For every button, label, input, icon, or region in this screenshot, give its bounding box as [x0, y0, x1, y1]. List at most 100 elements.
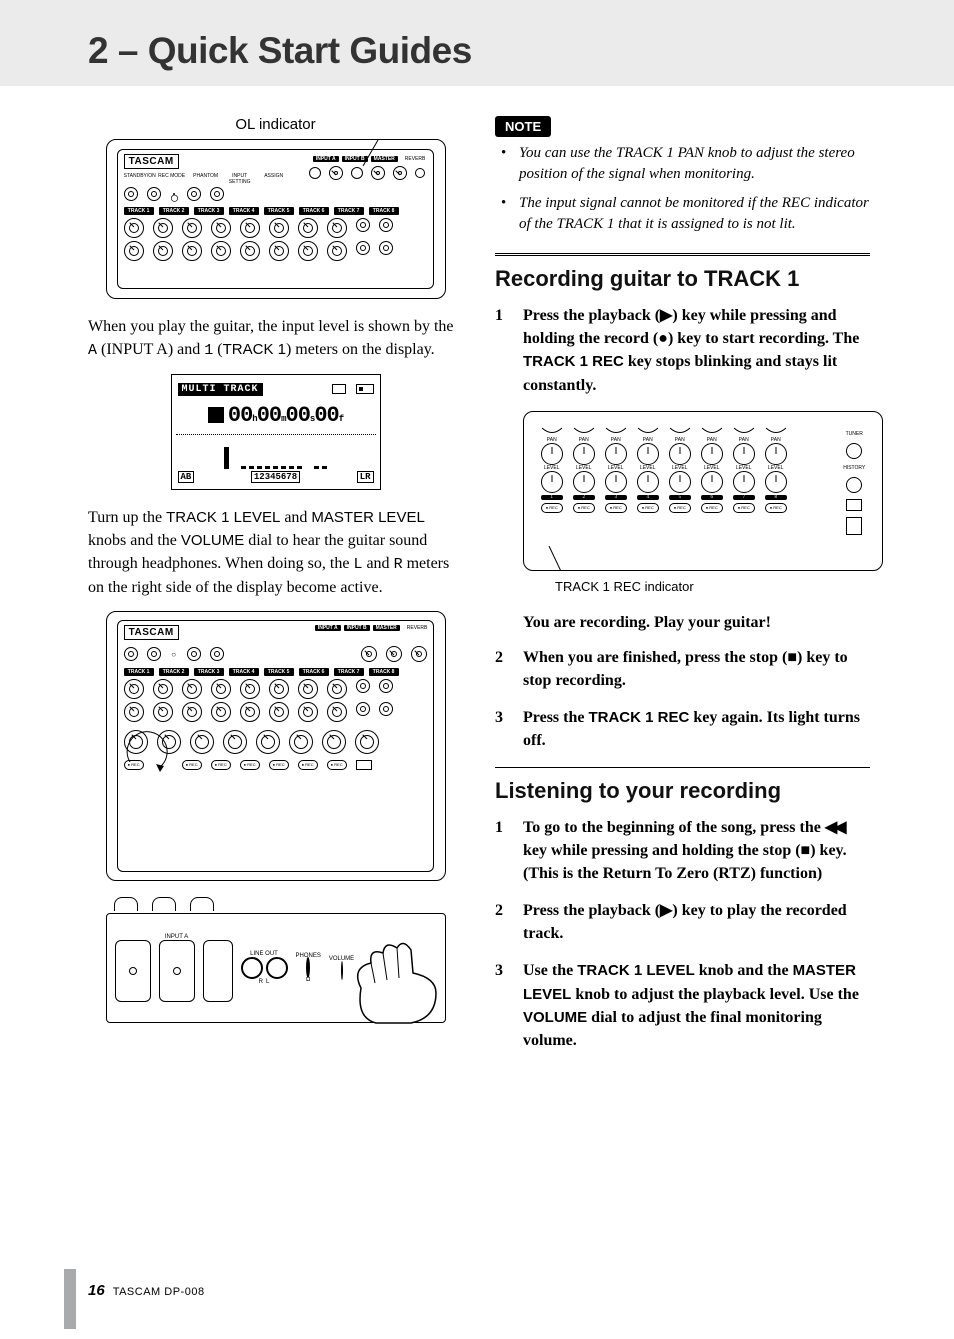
section-rule — [495, 767, 870, 768]
reverb-knob — [211, 218, 231, 238]
rec-button: ● REC — [765, 503, 787, 513]
reverb-knob — [211, 679, 231, 699]
pan-knob — [211, 241, 231, 261]
ol-indicator-caption: OL indicator — [88, 116, 463, 133]
listen-step-3: 3 Use the TRACK 1 LEVEL knob and the MAS… — [495, 959, 870, 1052]
jack-top-icon — [190, 897, 214, 911]
sans-volume: VOLUME — [181, 532, 244, 549]
reverb-knob — [240, 218, 260, 238]
ol-led-icon — [309, 167, 321, 179]
recording-steps-cont: 2 When you are finished, press the stop … — [495, 646, 870, 753]
track-chip: 6 — [701, 495, 723, 500]
device-brand: TASCAM — [124, 154, 179, 169]
input-a-jack — [159, 940, 195, 1002]
track-chip: TRACK 3 — [194, 668, 224, 676]
assign-button — [210, 187, 224, 201]
rear-panel-illustration: x INPUT A LINE OUT — [106, 897, 446, 1023]
rec-button: ● REC — [669, 503, 691, 513]
step-number: 2 — [495, 646, 509, 692]
t-h: 00 — [228, 403, 252, 428]
track-chip: TRACK 8 — [369, 668, 399, 676]
hand-pointing-icon — [341, 938, 451, 1028]
pan-knob — [637, 443, 659, 465]
level-knob — [541, 471, 563, 493]
section-title-recording: Recording guitar to TRACK 1 — [495, 266, 870, 292]
history-button — [846, 477, 862, 493]
reverb-knob — [182, 679, 202, 699]
reverb-knob — [182, 218, 202, 238]
step-body: Press the playback (▶) key while pressin… — [523, 304, 870, 397]
phones-jack — [306, 957, 310, 978]
level-knob — [573, 471, 595, 493]
lcd-tracks: 12345678 — [251, 471, 300, 483]
lcd-meters — [178, 441, 374, 469]
stop-icon: ■ — [801, 842, 811, 859]
label-assign: ASSIGN — [260, 173, 288, 185]
step-body: Use the TRACK 1 LEVEL knob and the MASTE… — [523, 959, 870, 1052]
text: key while pressing and holding the stop … — [523, 842, 801, 859]
reverb-knob — [298, 218, 318, 238]
text: (INPUT A) and — [97, 341, 204, 358]
stop-icon: ■ — [787, 649, 797, 666]
tuner-button — [846, 443, 862, 459]
recmode-button — [147, 647, 161, 661]
level-knob — [605, 471, 627, 493]
pan-knob — [211, 702, 231, 722]
rec-button: ● REC — [182, 760, 202, 770]
text: Press the — [523, 709, 588, 726]
note-badge: NOTE — [495, 116, 551, 137]
level-knob — [701, 471, 723, 493]
callout-line-icon — [358, 140, 398, 170]
sans-track1level: TRACK 1 LEVEL — [166, 509, 280, 526]
text: knobs and the — [88, 532, 181, 549]
track-chip-5: TRACK 5 — [264, 207, 294, 215]
note-item: You can use the TRACK 1 PAN knob to adju… — [499, 143, 870, 185]
assign-button — [210, 647, 224, 661]
text: ) meters on the display. — [286, 341, 435, 358]
s-f: f — [339, 414, 343, 424]
product-model: TASCAM DP-008 — [113, 1286, 205, 1298]
left-column: OL indicator TASCAM INPUT A INPUT B MAST… — [88, 116, 463, 1066]
rec-button: ● REC — [327, 760, 347, 770]
reverb-knob — [153, 679, 173, 699]
lcd-display-illustration: MULTI TRACK 00h00m00s00f AB 12345678 — [171, 374, 381, 490]
listening-steps: 1 To go to the beginning of the song, pr… — [495, 816, 870, 1053]
level-knob — [157, 730, 181, 754]
rca-r — [241, 957, 263, 979]
mono-a: A — [88, 342, 97, 359]
level-knob — [355, 730, 379, 754]
callout-line-icon — [537, 546, 577, 570]
sd-icon — [332, 384, 346, 394]
level-knob — [669, 471, 691, 493]
level-knob — [733, 471, 755, 493]
chapter-header: 2 – Quick Start Guides — [0, 0, 954, 86]
level-knob — [322, 730, 346, 754]
chip: INPUT B — [344, 625, 370, 631]
label-history: HISTORY — [843, 465, 865, 471]
pan-knob — [269, 241, 289, 261]
step-body: Press the playback (▶) key to play the r… — [523, 899, 870, 945]
device-brand: TASCAM — [124, 625, 179, 640]
battery-icon — [356, 384, 374, 394]
sans-track1rec: TRACK 1 REC — [588, 709, 689, 726]
track-chip-3: TRACK 3 — [194, 207, 224, 215]
eq-led — [415, 168, 425, 178]
note-item: The input signal cannot be monitored if … — [499, 193, 870, 235]
history-button — [379, 702, 393, 716]
home-button — [356, 679, 370, 693]
text: Press the playback ( — [523, 902, 660, 919]
tuner-button — [356, 241, 370, 255]
pan-knob — [240, 702, 260, 722]
listen-step-1: 1 To go to the beginning of the song, pr… — [495, 816, 870, 886]
play-icon: ▶ — [660, 307, 672, 324]
text: To go to the beginning of the song, pres… — [523, 819, 825, 836]
menu-button — [379, 679, 393, 693]
device-full-panel-illustration: TASCAM INPUT A INPUT B MASTER REVERB ○ — [106, 611, 446, 881]
track-chip-2: TRACK 2 — [159, 207, 189, 215]
track-chip-7: TRACK 7 — [334, 207, 364, 215]
pan-knob — [605, 443, 627, 465]
rec-button: ● REC — [637, 503, 659, 513]
label-recmode: REC MODE — [158, 173, 186, 185]
rec-button: ● REC — [240, 760, 260, 770]
track-chip: TRACK 1 — [124, 668, 154, 676]
